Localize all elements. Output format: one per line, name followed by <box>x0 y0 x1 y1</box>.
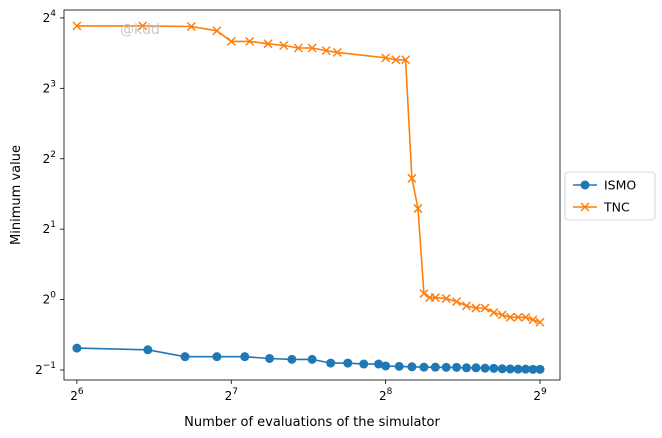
data-point-tnc <box>391 55 401 65</box>
data-point-tnc <box>513 312 523 322</box>
data-point-tnc <box>321 46 331 56</box>
y-tick-label: 22 <box>43 150 56 166</box>
y-tick-label: 24 <box>43 9 57 25</box>
data-point-tnc <box>186 22 196 32</box>
data-point-ismo <box>374 359 384 369</box>
data-point-ismo <box>513 364 523 374</box>
y-tick-label: 2−1 <box>35 361 56 377</box>
data-point-tnc <box>497 310 507 320</box>
data-point-tnc <box>226 36 236 46</box>
data-point-ismo <box>535 364 545 374</box>
series-layer <box>72 21 545 374</box>
data-point-ismo <box>461 363 471 373</box>
x-axis-label: Number of evaluations of the simulator <box>184 415 440 430</box>
data-point-tnc <box>72 21 82 31</box>
data-point-tnc <box>430 293 440 303</box>
data-point-tnc <box>535 317 545 327</box>
plot-frame <box>63 9 561 381</box>
data-point-ismo <box>343 358 353 368</box>
watermark: @kdd <box>120 22 160 38</box>
data-point-ismo <box>394 361 404 371</box>
data-point-ismo <box>452 362 462 372</box>
data-point-tnc <box>212 26 222 36</box>
data-point-tnc <box>307 43 317 53</box>
data-point-tnc <box>419 289 429 299</box>
data-point-ismo <box>430 362 440 372</box>
data-point-tnc <box>263 39 273 49</box>
x-tick-label: 26 <box>70 387 84 403</box>
data-point-ismo <box>240 352 250 362</box>
data-point-tnc <box>521 312 531 322</box>
data-point-tnc <box>441 294 451 304</box>
y-tick-label: 23 <box>43 79 56 95</box>
data-point-ismo <box>471 363 481 373</box>
ticks-layer: 26 27 28 29 2−1 20 21 22 23 24 <box>35 9 547 403</box>
data-point-ismo <box>480 363 490 373</box>
data-point-ismo <box>497 364 507 374</box>
data-point-tnc <box>138 21 148 31</box>
legend: ISMO TNC <box>564 171 656 221</box>
data-point-tnc <box>489 308 499 318</box>
data-point-ismo <box>143 345 153 355</box>
y-tick-label: 21 <box>43 220 56 236</box>
legend-label-tnc: TNC <box>603 200 630 215</box>
y-axis-label: Minimum value <box>9 145 24 245</box>
data-point-tnc <box>279 40 289 51</box>
data-point-ismo <box>489 363 499 373</box>
data-point-ismo <box>521 364 531 374</box>
data-point-ismo <box>528 364 538 374</box>
data-point-tnc <box>413 204 423 214</box>
legend-label-ismo: ISMO <box>604 178 636 193</box>
data-point-tnc <box>528 315 538 325</box>
data-point-tnc <box>332 47 342 57</box>
data-point-ismo <box>326 358 336 368</box>
data-point-ismo <box>381 361 391 371</box>
data-point-ismo <box>441 362 451 372</box>
data-point-tnc <box>461 301 472 311</box>
data-point-tnc <box>480 303 490 313</box>
legend-marker-ismo <box>580 180 590 190</box>
x-tick-label: 29 <box>533 387 547 403</box>
x-tick-label: 27 <box>225 387 238 403</box>
y-tick-label: 20 <box>43 291 57 307</box>
data-point-ismo <box>505 364 515 374</box>
data-point-ismo <box>359 359 369 369</box>
data-point-tnc <box>505 312 515 322</box>
data-point-tnc <box>401 55 411 65</box>
legend-marker-tnc <box>580 202 590 212</box>
data-point-ismo <box>72 343 82 353</box>
data-point-ismo <box>212 352 222 362</box>
data-point-ismo <box>180 352 190 362</box>
data-point-ismo <box>287 354 297 364</box>
data-point-ismo <box>407 362 417 372</box>
plot-area <box>64 10 560 380</box>
data-point-tnc <box>407 173 417 183</box>
data-point-ismo <box>307 354 317 364</box>
data-point-tnc <box>293 43 303 53</box>
data-point-tnc <box>245 36 255 46</box>
data-point-tnc <box>452 297 462 307</box>
x-tick-label: 28 <box>379 387 393 403</box>
data-point-ismo <box>265 353 275 363</box>
data-point-ismo <box>419 362 429 372</box>
data-point-tnc <box>381 53 391 63</box>
data-point-tnc <box>471 303 481 313</box>
